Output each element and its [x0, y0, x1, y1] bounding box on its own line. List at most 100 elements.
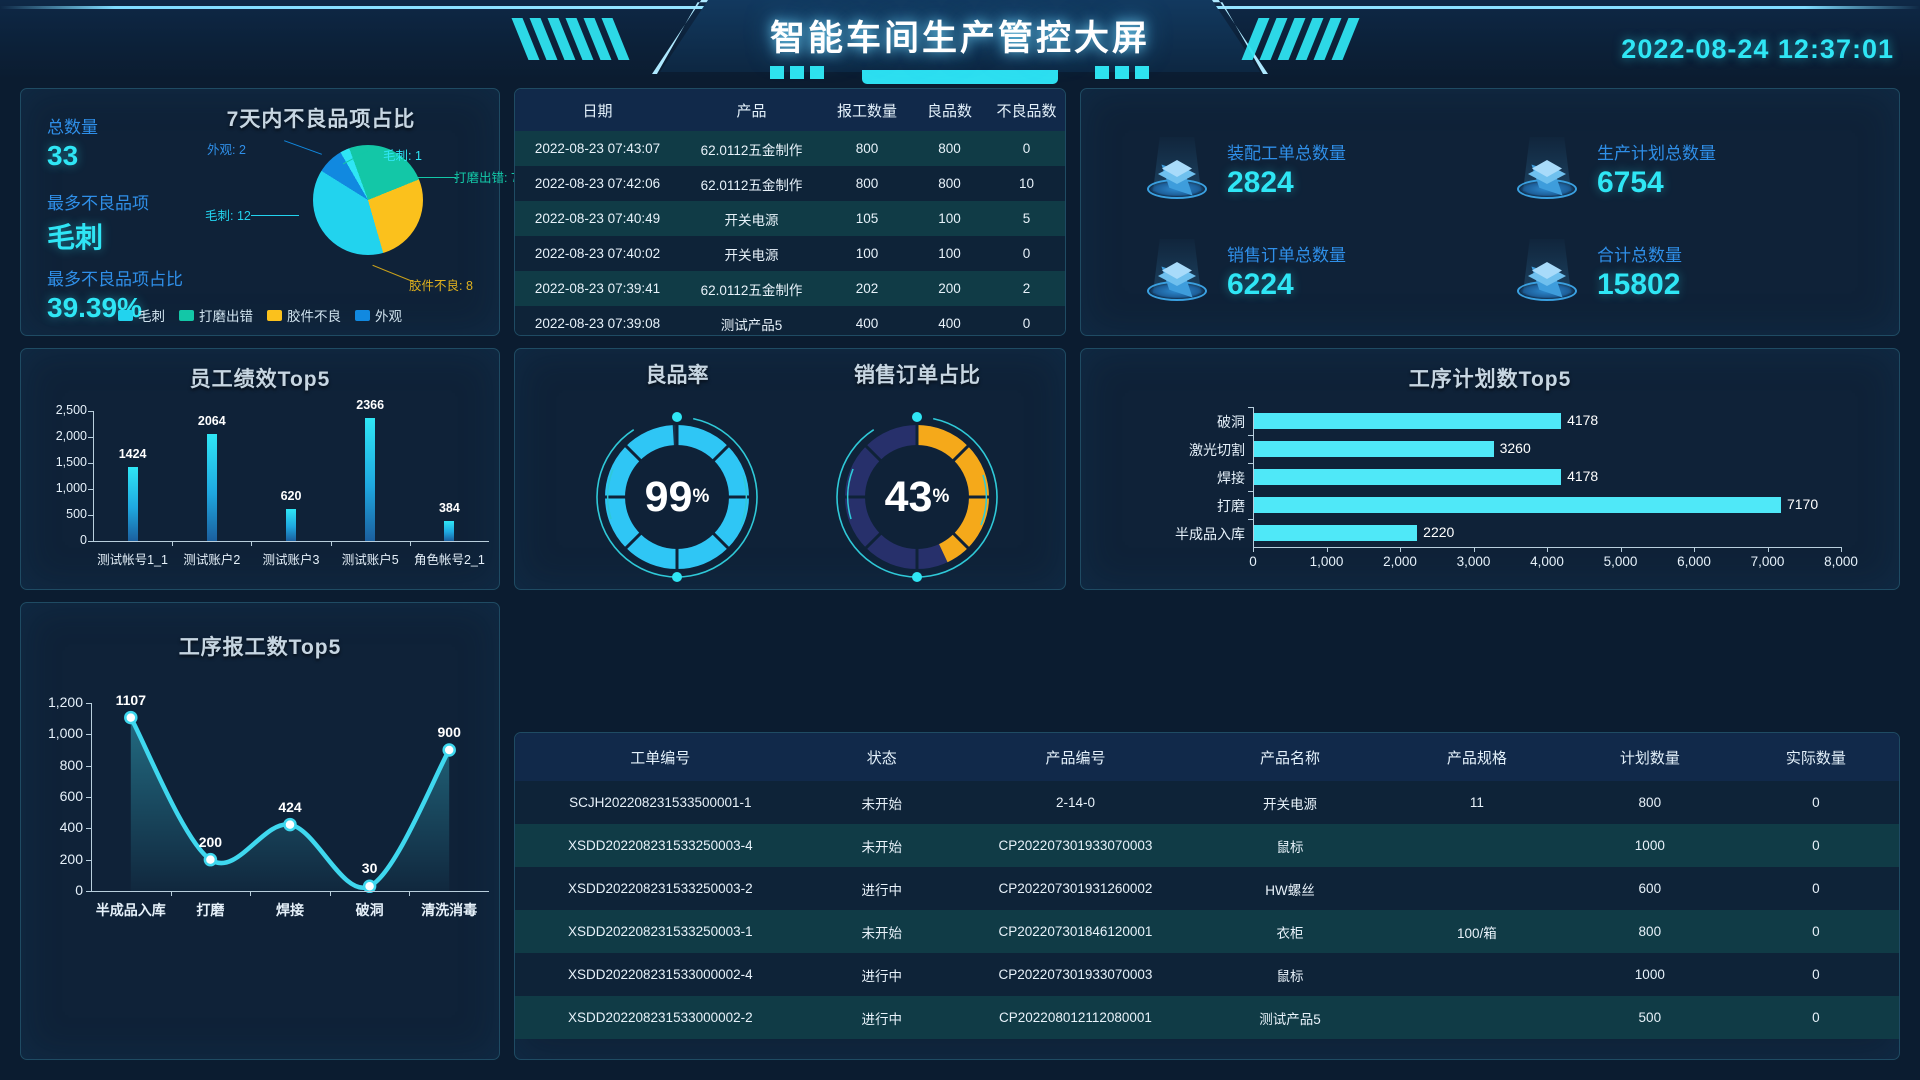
- stat-value: 6754: [1597, 165, 1664, 199]
- bar[interactable]: [1254, 441, 1494, 457]
- table-cell: 0: [1812, 881, 1820, 896]
- bar-value-label: 384: [438, 501, 460, 516]
- pie-label-glue-defect: 胶件不良: 8: [409, 279, 473, 293]
- y-tick: [88, 515, 93, 516]
- pie-legend: 毛刺 打磨出错 胶件不良 外观: [21, 305, 499, 325]
- table-cell: [1387, 867, 1567, 910]
- column-header-good-qty: 良品数: [911, 89, 988, 131]
- x-axis-line: [93, 541, 489, 542]
- y-tick-label: 600: [59, 788, 83, 804]
- x-tick: [1473, 547, 1475, 552]
- table-row[interactable]: 2022-08-23 07:40:49 开关电源 105 100 5: [515, 201, 1065, 236]
- table-cell: HW螺丝: [1265, 882, 1315, 898]
- table-row[interactable]: XSDD202208231533250003-2 进行中 CP20220730193…: [515, 867, 1899, 910]
- table-row[interactable]: XSDD202208231533000002-2 进行中 CP20220801211…: [515, 996, 1899, 1039]
- production-report-table: 日期 产品 报工数量 良品数 不良品数 2022-08-23 07:43:07 6…: [515, 89, 1065, 335]
- y-tick: [86, 828, 91, 830]
- x-tick-label: 半成品入库: [95, 902, 166, 918]
- kpi-label: 最多不良品项占比: [47, 270, 183, 289]
- stat-label: 销售订单总数量: [1227, 245, 1346, 265]
- table-row[interactable]: 2022-08-23 07:39:08 测试产品5 400 400 0: [515, 306, 1065, 335]
- x-tick: [329, 891, 331, 896]
- table-cell: 10: [1018, 176, 1035, 191]
- table-row[interactable]: 2022-08-23 07:39:41 62.0112五金制作 202 200 2: [515, 271, 1065, 306]
- legend-item-grinding-error[interactable]: 打磨出错: [179, 305, 253, 325]
- table-cell: 800: [855, 141, 879, 156]
- bar[interactable]: [127, 466, 138, 541]
- x-tick: [409, 891, 411, 896]
- kpi-top-defect-item: 最多不良品项 毛刺: [47, 189, 149, 256]
- x-tick: [250, 891, 252, 896]
- pie-slices: [313, 145, 423, 255]
- kpi-top-defect-ratio: 最多不良品项占比 39.39%: [47, 265, 183, 324]
- legend-item-burr[interactable]: 毛刺: [118, 305, 165, 325]
- table-cell: 500: [1638, 1010, 1662, 1025]
- table-cell: 105: [855, 211, 879, 226]
- point-value-label: 200: [198, 833, 223, 850]
- pie-leader-line: [284, 140, 322, 155]
- table-row[interactable]: 2022-08-23 07:43:07 62.0112五金制作 800 800 0: [515, 131, 1065, 166]
- table-row[interactable]: XSDD202208231533000002-4 进行中 CP20220730193…: [515, 953, 1899, 996]
- y-tick-label: 200: [59, 850, 83, 867]
- defect-ratio-panel: 7天内不良品项占比 总数量 33 最多不良品项 毛刺 最多不良品项占比 39.3…: [20, 88, 518, 336]
- table-cell: 开关电源: [724, 212, 779, 228]
- legend-item-appearance[interactable]: 外观: [355, 305, 402, 325]
- column-header-date: 日期: [515, 89, 680, 131]
- table-row[interactable]: 2022-08-23 07:40:02 开关电源 100 100 0: [515, 236, 1065, 271]
- table-cell: 2022-08-23 07:40:49: [534, 211, 661, 226]
- table-cell: XSDD202208231533250003-4: [567, 838, 753, 853]
- y-tick: [1248, 407, 1253, 408]
- pie-label-burr-secondary: 毛刺: 1: [383, 149, 422, 163]
- table-cell: 鼠标: [1276, 839, 1304, 855]
- y-tick-label: 半成品入库: [1175, 526, 1245, 542]
- x-tick-label: 0: [1249, 554, 1257, 569]
- table-cell: [1387, 996, 1567, 1039]
- x-tick-label: 测试账户3: [262, 553, 320, 567]
- bar[interactable]: [365, 417, 376, 541]
- bar-value-label: 4178: [1567, 468, 1599, 484]
- table-row[interactable]: XSDD202208231533250003-4 未开始 CP20220730193…: [515, 824, 1899, 867]
- bar[interactable]: [1254, 413, 1562, 429]
- table-row[interactable]: 2022-08-23 07:42:06 62.0112五金制作 800 800 10: [515, 166, 1065, 201]
- y-tick: [88, 541, 93, 542]
- bar[interactable]: [286, 508, 296, 541]
- x-tick: [1694, 547, 1695, 552]
- bar-value-label: 4178: [1567, 412, 1599, 428]
- column-header-defect-qty: 不良品数: [988, 89, 1065, 131]
- header-notch: [1135, 66, 1149, 79]
- work-order-table: 工单编号 状态 产品编号 产品名称 产品规格 计划数量 实际数量 SCJH202…: [515, 733, 1899, 1039]
- table-cell: 800: [855, 176, 879, 191]
- table-cell: 鼠标: [1276, 968, 1304, 984]
- x-tick-label: 打磨: [196, 902, 225, 918]
- gauge-number: 43: [884, 472, 933, 521]
- table-cell: XSDD202208231533250003-2: [567, 881, 753, 896]
- process-plan-panel: 工序计划数Top5 4178 破洞 3260 激光切割 4178 焊接 7170 打磨 2220…: [1080, 348, 1900, 590]
- legend-label: 外观: [375, 309, 402, 324]
- x-tick: [330, 541, 332, 546]
- pie-label-grinding-error: 打磨出错: 7: [454, 171, 518, 185]
- table-row[interactable]: XSDD202208231533250003-1 未开始 CP20220730184…: [515, 910, 1899, 953]
- x-tick: [1326, 547, 1328, 552]
- x-tick: [1620, 547, 1622, 552]
- defect-panel-title: 7天内不良品项占比: [226, 108, 416, 131]
- bar[interactable]: [1254, 525, 1418, 541]
- data-point: [203, 852, 218, 867]
- table-cell: 0: [1812, 795, 1820, 810]
- x-tick-label: 5,000: [1603, 554, 1638, 569]
- table-cell: 800: [1638, 924, 1662, 939]
- defect-pie-chart: 毛刺: 12 打磨出错: 7 胶件不良: 8 外观: 2 毛刺: 1: [205, 123, 518, 323]
- bar[interactable]: [206, 433, 217, 541]
- bar[interactable]: [444, 521, 455, 541]
- legend-swatch-icon: [118, 309, 133, 321]
- table-row[interactable]: SCJH202208231533500001-1 未开始 2-14-0 开关电源 11 8…: [515, 781, 1899, 824]
- bar[interactable]: [1254, 469, 1562, 485]
- bar[interactable]: [1254, 497, 1781, 513]
- bar-value-label: 2064: [197, 413, 226, 428]
- x-tick: [1767, 547, 1769, 552]
- table-cell: 800: [938, 176, 961, 191]
- gauge-good-rate: 良品率 99%: [587, 364, 767, 587]
- x-tick: [172, 541, 174, 546]
- legend-item-glue-defect[interactable]: 胶件不良: [267, 305, 341, 325]
- table-cell: [1387, 953, 1567, 996]
- process-plan-bar-chart: 4178 破洞 3260 激光切割 4178 焊接 7170 打磨 2220 半成品入库 0 1,00…: [1081, 349, 1901, 591]
